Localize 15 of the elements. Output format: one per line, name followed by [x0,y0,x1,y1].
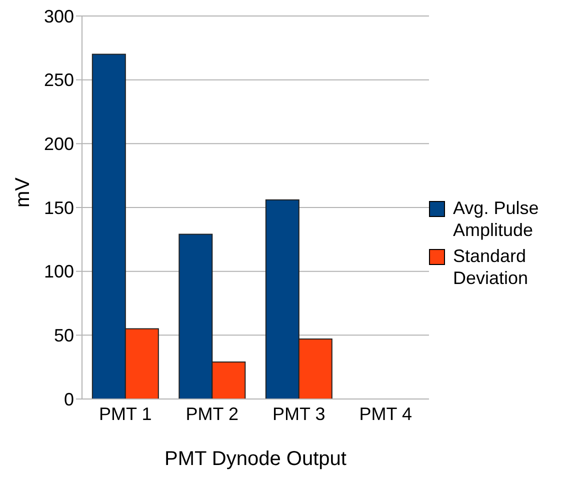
y-tick-label: 300 [44,6,74,26]
legend-label: Avg. Pulse Amplitude [453,196,540,240]
y-axis-title: mV [12,176,34,208]
x-tick-label: PMT 1 [99,404,152,424]
y-tick-label: 0 [64,389,74,410]
y-tick-label: 50 [54,326,74,346]
y-tick-label: 100 [44,262,74,282]
x-tick-label: PMT 2 [186,404,238,424]
legend-label: Standard Deviation [453,244,530,288]
x-axis-title: PMT Dynode Output [164,448,347,470]
x-tick-label: PMT 4 [359,404,412,424]
x-tick-label: PMT 3 [272,404,326,424]
y-tick-label: 150 [44,198,74,218]
y-tick-label: 200 [44,134,74,154]
y-tick-label: 250 [44,70,74,90]
